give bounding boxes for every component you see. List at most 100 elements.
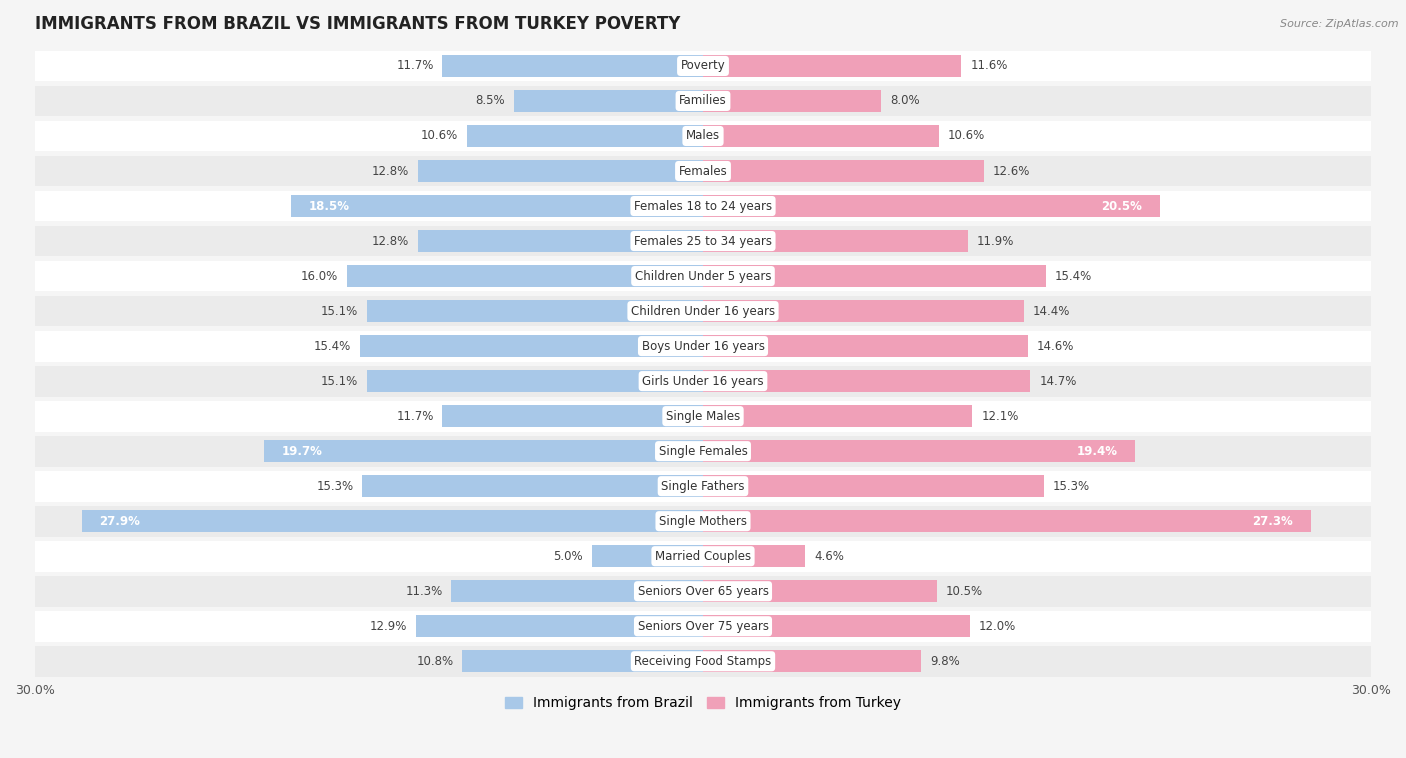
Text: 11.3%: 11.3% [405, 584, 443, 598]
Bar [35, 611, 1371, 642]
Text: 18.5%: 18.5% [309, 199, 350, 212]
Text: 11.7%: 11.7% [396, 59, 433, 73]
Text: Single Females: Single Females [658, 445, 748, 458]
Bar [703, 440, 1135, 462]
Bar [363, 475, 703, 497]
Text: Females 18 to 24 years: Females 18 to 24 years [634, 199, 772, 212]
Bar [703, 265, 1046, 287]
Bar [418, 230, 703, 252]
Text: 27.9%: 27.9% [100, 515, 141, 528]
Legend: Immigrants from Brazil, Immigrants from Turkey: Immigrants from Brazil, Immigrants from … [499, 691, 907, 716]
Bar [703, 545, 806, 567]
Bar [35, 576, 1371, 606]
Text: Girls Under 16 years: Girls Under 16 years [643, 374, 763, 387]
Bar [703, 195, 1160, 217]
Text: 20.5%: 20.5% [1101, 199, 1142, 212]
Text: 12.0%: 12.0% [979, 620, 1017, 633]
Bar [35, 365, 1371, 396]
Text: 19.4%: 19.4% [1076, 445, 1118, 458]
Text: 16.0%: 16.0% [301, 270, 337, 283]
Text: Boys Under 16 years: Boys Under 16 years [641, 340, 765, 352]
Bar [703, 510, 1310, 532]
Bar [513, 90, 703, 112]
Bar [443, 55, 703, 77]
Text: 27.3%: 27.3% [1253, 515, 1294, 528]
Bar [703, 406, 973, 427]
Text: 9.8%: 9.8% [931, 655, 960, 668]
Bar [703, 475, 1043, 497]
Bar [367, 300, 703, 322]
Bar [35, 51, 1371, 81]
Text: Receiving Food Stamps: Receiving Food Stamps [634, 655, 772, 668]
Bar [703, 55, 962, 77]
Text: 15.1%: 15.1% [321, 305, 359, 318]
Text: 12.6%: 12.6% [993, 164, 1029, 177]
Text: Females 25 to 34 years: Females 25 to 34 years [634, 234, 772, 248]
Bar [451, 581, 703, 602]
Text: 11.6%: 11.6% [970, 59, 1008, 73]
Text: 12.8%: 12.8% [371, 234, 409, 248]
Bar [703, 230, 967, 252]
Bar [592, 545, 703, 567]
Text: Seniors Over 65 years: Seniors Over 65 years [637, 584, 769, 598]
Bar [416, 615, 703, 637]
Bar [360, 335, 703, 357]
Bar [35, 646, 1371, 677]
Bar [35, 330, 1371, 362]
Bar [703, 615, 970, 637]
Text: 15.3%: 15.3% [316, 480, 353, 493]
Bar [463, 650, 703, 672]
Bar [35, 86, 1371, 117]
Text: Males: Males [686, 130, 720, 143]
Text: 14.6%: 14.6% [1038, 340, 1074, 352]
Text: Single Fathers: Single Fathers [661, 480, 745, 493]
Text: IMMIGRANTS FROM BRAZIL VS IMMIGRANTS FROM TURKEY POVERTY: IMMIGRANTS FROM BRAZIL VS IMMIGRANTS FRO… [35, 15, 681, 33]
Text: 12.9%: 12.9% [370, 620, 406, 633]
Text: 15.4%: 15.4% [1054, 270, 1092, 283]
Text: Single Males: Single Males [666, 409, 740, 423]
Text: Seniors Over 75 years: Seniors Over 75 years [637, 620, 769, 633]
Text: Children Under 5 years: Children Under 5 years [634, 270, 772, 283]
Bar [35, 506, 1371, 537]
Bar [35, 436, 1371, 467]
Bar [291, 195, 703, 217]
Bar [703, 160, 984, 182]
Text: Poverty: Poverty [681, 59, 725, 73]
Text: Source: ZipAtlas.com: Source: ZipAtlas.com [1281, 19, 1399, 29]
Text: 14.7%: 14.7% [1039, 374, 1077, 387]
Bar [367, 370, 703, 392]
Bar [35, 226, 1371, 256]
Bar [347, 265, 703, 287]
Bar [443, 406, 703, 427]
Bar [703, 300, 1024, 322]
Bar [35, 121, 1371, 152]
Bar [703, 650, 921, 672]
Text: 15.4%: 15.4% [314, 340, 352, 352]
Text: 11.7%: 11.7% [396, 409, 433, 423]
Text: 19.7%: 19.7% [283, 445, 323, 458]
Bar [35, 540, 1371, 572]
Text: Females: Females [679, 164, 727, 177]
Text: 10.8%: 10.8% [416, 655, 454, 668]
Bar [703, 90, 882, 112]
Text: 12.1%: 12.1% [981, 409, 1019, 423]
Bar [264, 440, 703, 462]
Bar [35, 261, 1371, 292]
Bar [35, 296, 1371, 327]
Bar [35, 401, 1371, 431]
Text: Children Under 16 years: Children Under 16 years [631, 305, 775, 318]
Bar [418, 160, 703, 182]
Bar [703, 581, 936, 602]
Text: 12.8%: 12.8% [371, 164, 409, 177]
Bar [35, 471, 1371, 502]
Bar [703, 370, 1031, 392]
Text: 11.9%: 11.9% [977, 234, 1014, 248]
Bar [703, 125, 939, 147]
Bar [703, 335, 1028, 357]
Bar [35, 155, 1371, 186]
Text: 4.6%: 4.6% [814, 550, 844, 562]
Text: Families: Families [679, 95, 727, 108]
Text: Married Couples: Married Couples [655, 550, 751, 562]
Bar [82, 510, 703, 532]
Text: 14.4%: 14.4% [1032, 305, 1070, 318]
